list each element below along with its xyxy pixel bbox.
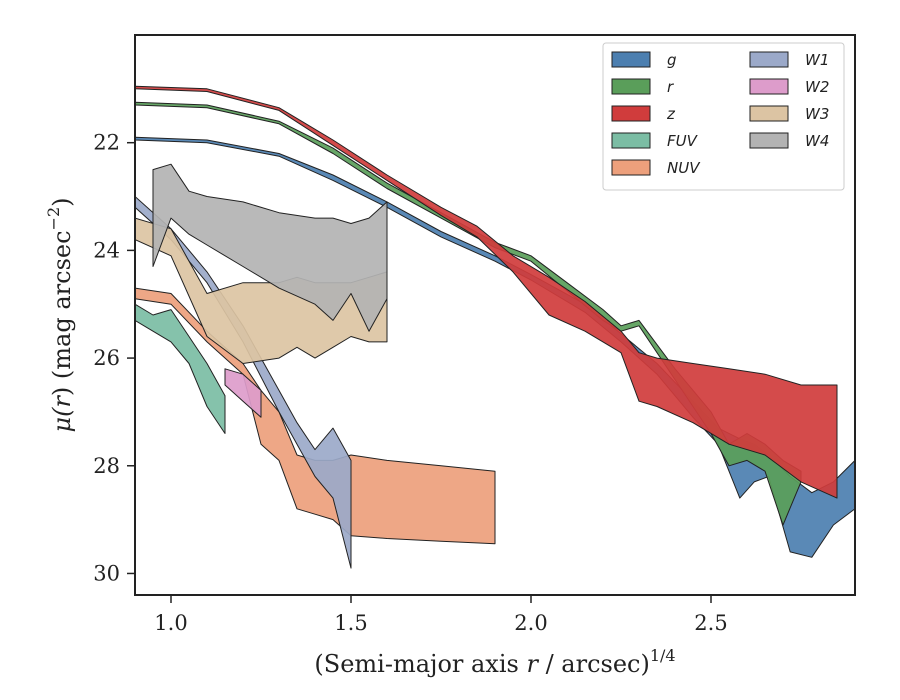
legend-label-nuv: NUV <box>667 159 701 177</box>
x-tick-label: 2.5 <box>694 611 727 635</box>
y-tick-label: 22 <box>93 131 120 155</box>
legend-label-r: r <box>667 78 674 96</box>
legend-label-w2: W2 <box>805 78 829 96</box>
x-tick-label: 1.0 <box>154 611 187 635</box>
legend-swatch-w2 <box>749 78 789 95</box>
y-axis-label: μ(r) (mag arcsec−2) <box>44 197 76 432</box>
x-tick-label: 2.0 <box>514 611 547 635</box>
x-axis: 1.0 1.5 2.0 2.5 <box>154 595 728 635</box>
series-w3-band <box>135 217 388 364</box>
legend-label-w4: W4 <box>805 132 829 150</box>
series-z-band <box>135 85 838 499</box>
legend-swatch-fuv <box>611 132 651 149</box>
y-tick-label: 24 <box>93 238 120 262</box>
legend-label-w3: W3 <box>805 105 829 123</box>
series-w4-band <box>152 163 388 332</box>
data-area <box>135 85 855 569</box>
y-tick-label: 26 <box>93 346 120 370</box>
y-tick-label: 28 <box>93 454 120 478</box>
y-tick-label: 30 <box>93 561 120 585</box>
legend-swatch-r <box>611 78 651 95</box>
legend-label-g: g <box>667 51 677 69</box>
legend-swatch-g <box>611 51 651 68</box>
legend-label-fuv: FUV <box>667 132 699 150</box>
x-tick-label: 1.5 <box>334 611 367 635</box>
series-w2-band <box>224 368 262 418</box>
y-axis: 22 24 26 28 30 <box>93 131 135 585</box>
legend-label-z: z <box>666 105 676 123</box>
legend-swatch-w3 <box>749 105 789 122</box>
legend-swatch-nuv <box>611 159 651 176</box>
legend-swatch-z <box>611 105 651 122</box>
series-fuv-band <box>135 303 226 434</box>
legend-swatch-w1 <box>749 51 789 68</box>
legend-label-w1: W1 <box>805 51 829 69</box>
legend: grz FUV NUV W1 W2 W3 W4 <box>602 42 845 191</box>
plot-frame <box>134 34 856 596</box>
legend-swatch-w4 <box>749 132 789 149</box>
x-axis-label: (Semi-major axis r / arcsec)1/4 <box>314 646 675 678</box>
